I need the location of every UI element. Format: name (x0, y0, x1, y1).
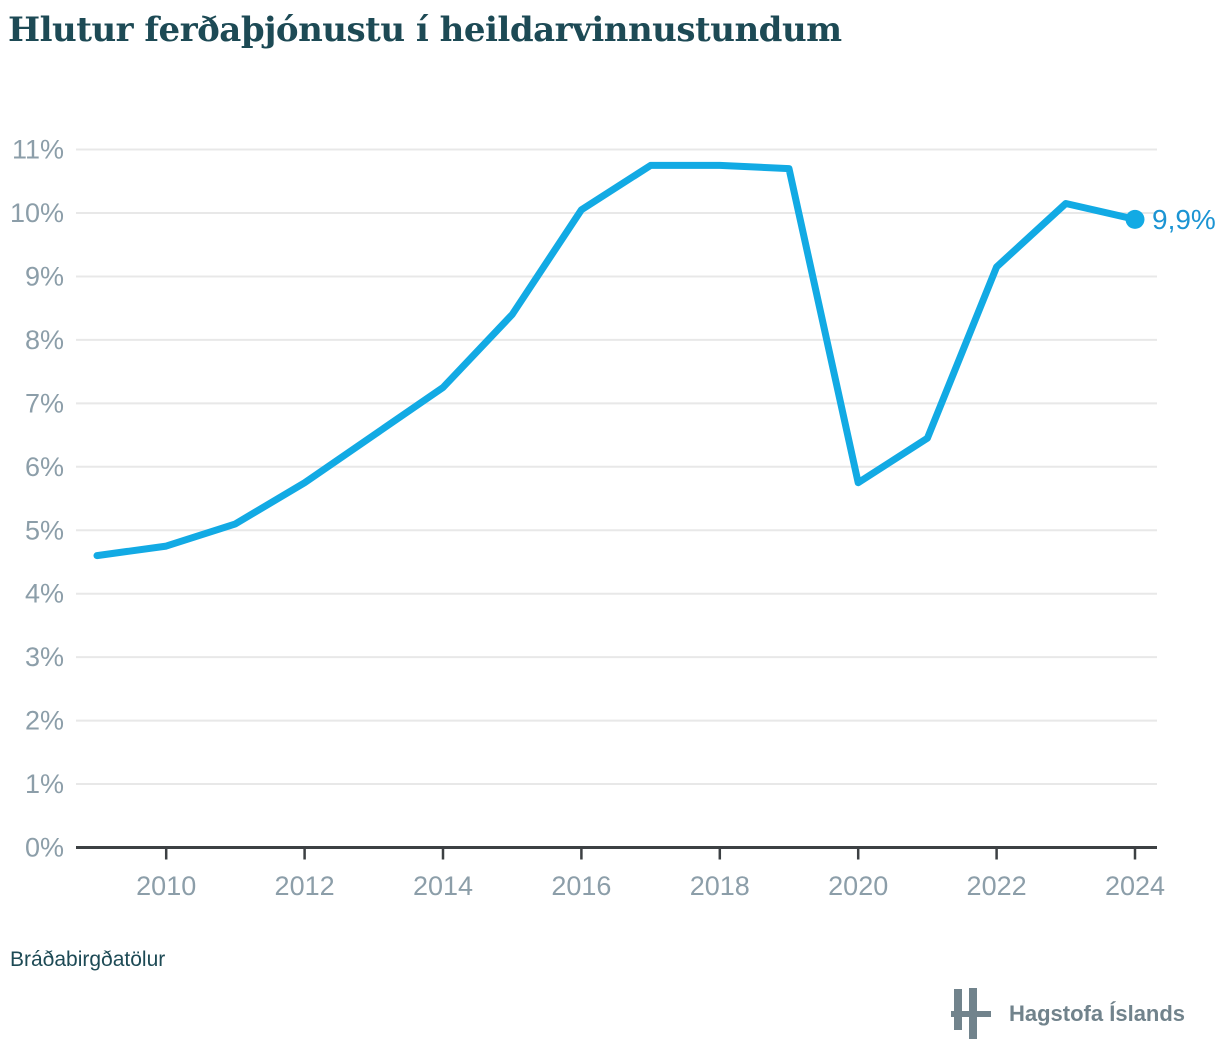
hagstofa-logo: Hagstofa Íslands (951, 988, 1185, 1040)
y-axis-label: 10% (10, 198, 64, 228)
x-axis-label: 2020 (828, 871, 888, 901)
x-axis-label: 2024 (1105, 871, 1165, 901)
x-axis-label: 2014 (413, 871, 473, 901)
y-axis-label: 6% (25, 452, 64, 482)
y-axis-label: 2% (25, 706, 64, 736)
y-axis-label: 11% (12, 135, 64, 165)
x-axis-label: 2010 (136, 871, 196, 901)
end-point-dot (1125, 209, 1145, 229)
y-axis-label: 1% (25, 769, 64, 799)
hagstofa-logo-icon (951, 988, 991, 1040)
y-axis-label: 9% (25, 261, 64, 291)
x-axis-label: 2018 (690, 871, 750, 901)
x-axis-label: 2016 (551, 871, 611, 901)
y-axis-label: 0% (25, 833, 64, 863)
chart-title: Hlutur ferðaþjónustu í heildarvinnustund… (8, 10, 842, 50)
y-axis-label: 8% (25, 325, 64, 355)
data-line (93, 161, 1139, 560)
y-axis-label: 3% (25, 642, 64, 672)
x-axis-label: 2012 (275, 871, 335, 901)
y-axis-label: 5% (25, 515, 64, 545)
logo-bar-left (954, 989, 962, 1030)
footnote: Bráðabirgðatölur (10, 948, 166, 971)
y-axis-label: 7% (25, 388, 64, 418)
x-axis-label: 2022 (967, 871, 1027, 901)
logo-text: Hagstofa Íslands (1009, 1001, 1186, 1026)
y-axis-label: 4% (25, 579, 64, 609)
end-value-label: 9,9% (1152, 204, 1216, 235)
line-chart: 0% 1% 2% 3% 4% 5% 6% 7% 8% 9% 10% 11% 2010 2012 2014 20… (10, 135, 1216, 901)
logo-bar-cross (951, 1011, 991, 1017)
